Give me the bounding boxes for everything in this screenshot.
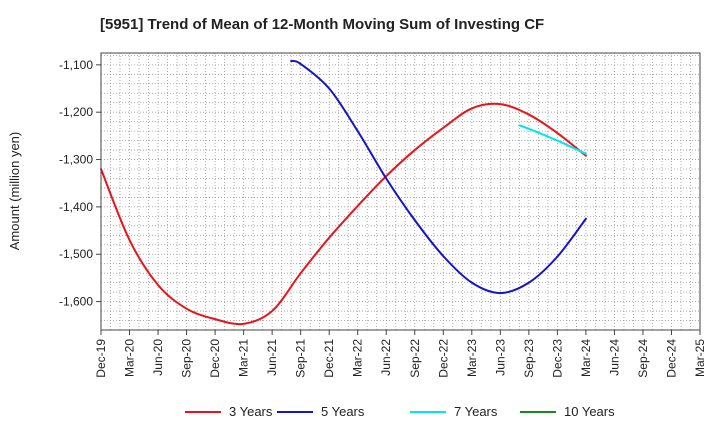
- x-tick-label: Dec-19: [94, 339, 108, 378]
- x-tick-label: Sep-22: [408, 339, 422, 378]
- x-tick-label: Mar-25: [693, 339, 707, 377]
- x-tick-label: Jun-21: [265, 339, 279, 376]
- x-tick-label: Sep-20: [180, 339, 194, 378]
- y-tick-label: -1,300: [59, 153, 93, 167]
- x-tick-label: Mar-24: [579, 339, 593, 377]
- series-lines: [100, 59, 587, 326]
- x-tick-label: Dec-23: [550, 339, 564, 378]
- y-tick-label: -1,200: [59, 105, 93, 119]
- legend-label: 5 Years: [321, 404, 365, 419]
- legend-swatch: [185, 410, 221, 413]
- series-line-7-years: [518, 124, 587, 155]
- y-axis-label: Amount (million yen): [7, 132, 22, 251]
- chart-title: [5951] Trend of Mean of 12-Month Moving …: [100, 16, 545, 33]
- grid: [100, 53, 701, 330]
- x-tick-label: Dec-21: [322, 339, 336, 378]
- legend-item-5-years: 5 Years: [277, 404, 364, 419]
- x-tick-label: Sep-24: [636, 339, 650, 378]
- legend-swatch: [410, 410, 446, 413]
- x-tick-label: Mar-23: [465, 339, 479, 377]
- x-tick-label: Dec-22: [436, 339, 450, 378]
- axes: -1,100 -1,200 -1,300 -1,400 -1,500 -1,600 Dec-…: [59, 52, 707, 378]
- y-tick-label: -1,600: [59, 295, 93, 309]
- series-line-5-years: [290, 59, 587, 295]
- legend-label: 10 Years: [564, 404, 615, 419]
- x-tick-label: Mar-21: [237, 339, 251, 377]
- legend: 3 Years 5 Years 7 Years 10 Years: [0, 404, 720, 426]
- x-tick-label: Jun-22: [379, 339, 393, 376]
- x-tick-label: Jun-20: [151, 339, 165, 376]
- plot-border: [100, 52, 701, 331]
- x-tick-label: Jun-23: [493, 339, 507, 376]
- series-line-3-years: [100, 102, 587, 326]
- legend-item-3-years: 3 Years: [185, 404, 272, 419]
- x-tick-label: Jun-24: [607, 339, 621, 376]
- x-tick-label: Sep-21: [294, 339, 308, 378]
- y-tick-label: -1,500: [59, 247, 93, 261]
- legend-label: 3 Years: [229, 404, 273, 419]
- legend-item-10-years: 10 Years: [520, 404, 615, 419]
- y-tick-label: -1,400: [59, 200, 93, 214]
- x-tick-label: Sep-23: [522, 339, 536, 378]
- legend-label: 7 Years: [454, 404, 498, 419]
- x-tick-label: Dec-20: [208, 339, 222, 378]
- legend-swatch: [520, 410, 556, 413]
- x-tick-label: Mar-22: [351, 339, 365, 377]
- legend-item-7-years: 7 Years: [410, 404, 497, 419]
- x-tick-label: Mar-20: [123, 339, 137, 377]
- x-tick-label: Dec-24: [664, 339, 678, 378]
- legend-swatch: [277, 410, 313, 413]
- y-tick-label: -1,100: [59, 58, 93, 72]
